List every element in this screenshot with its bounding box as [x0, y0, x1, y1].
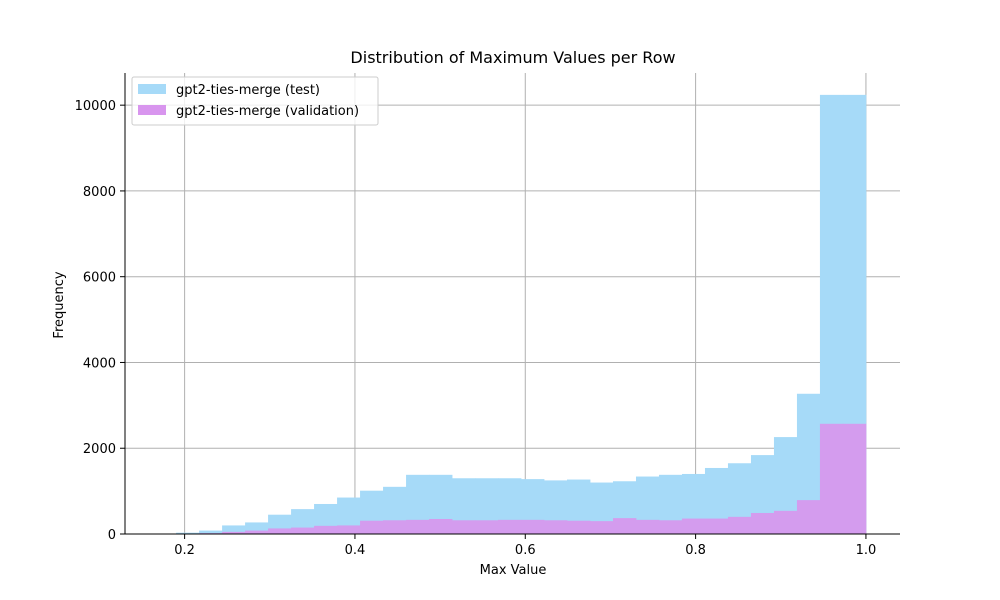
- histogram-bar: [337, 525, 361, 534]
- histogram-bar: [360, 520, 384, 534]
- histogram-bar: [406, 474, 430, 534]
- y-tick-label: 6000: [83, 271, 116, 286]
- histogram-bar: [222, 531, 246, 534]
- histogram-bar: [590, 521, 614, 534]
- x-tick-label: 0.6: [515, 543, 536, 558]
- histogram-bar: [383, 520, 407, 534]
- histogram-bar: [704, 467, 729, 534]
- x-tick-label: 0.2: [174, 543, 195, 558]
- histogram-bar: [635, 476, 660, 534]
- histogram-bar: [429, 518, 453, 534]
- y-tick-label: 4000: [83, 356, 116, 371]
- histogram-bar: [658, 520, 683, 534]
- legend-swatch-validation: [138, 105, 166, 115]
- histogram-bar: [773, 510, 798, 534]
- legend: gpt2-ties-merge (test) gpt2-ties-merge (…: [131, 76, 379, 126]
- x-axis-title: Max Value: [480, 563, 547, 578]
- y-axis-title: Frequency: [52, 271, 67, 338]
- histogram-bar: [750, 512, 775, 534]
- histogram-bar: [475, 520, 499, 534]
- histogram-bar: [245, 530, 269, 534]
- series-validation-bars: [176, 423, 867, 534]
- histogram-bar: [337, 497, 361, 534]
- histogram-bar: [773, 437, 798, 534]
- histogram-bar: [796, 393, 821, 534]
- legend-label-validation: gpt2-ties-merge (validation): [176, 104, 359, 119]
- axes: [124, 73, 900, 535]
- histogram-bar: [544, 520, 568, 534]
- histogram-bar: [176, 532, 200, 534]
- x-tick-label: 1.0: [856, 543, 877, 558]
- legend-swatch-test: [138, 84, 166, 94]
- histogram-bar: [452, 520, 476, 534]
- histogram-bar: [291, 527, 315, 534]
- histogram-bar: [842, 423, 867, 534]
- legend-label-test: gpt2-ties-merge (test): [176, 83, 320, 98]
- histogram-bar: [268, 528, 292, 534]
- histogram-bar: [245, 522, 269, 534]
- histogram-bar: [681, 518, 706, 534]
- histogram-bar: [406, 519, 430, 534]
- chart-title: Distribution of Maximum Values per Row: [350, 48, 675, 67]
- legend-box: [131, 76, 379, 126]
- histogram-bar: [612, 518, 637, 534]
- histogram-bar: [796, 500, 821, 534]
- y-tick-label: 0: [108, 528, 116, 543]
- y-tick-label: 8000: [83, 185, 116, 200]
- histogram-bar: [727, 516, 752, 534]
- histogram-bar: [199, 530, 223, 534]
- x-tick-label: 0.8: [685, 543, 706, 558]
- histogram-bar: [704, 518, 729, 534]
- histogram-bar: [452, 478, 476, 534]
- x-axis-ticks: 0.2 0.4 0.6 0.8 1.0: [174, 534, 876, 558]
- histogram-bar: [567, 520, 591, 534]
- y-tick-label: 2000: [83, 442, 116, 457]
- histogram-bar: [635, 519, 660, 534]
- y-axis-ticks: 0 2000 4000 6000 8000 10000: [75, 99, 125, 543]
- histogram-bar: [222, 525, 246, 534]
- x-tick-label: 0.4: [345, 543, 366, 558]
- histogram-bar: [475, 478, 499, 534]
- histogram-bar: [498, 519, 522, 534]
- series-test-bars: [176, 94, 867, 534]
- histogram-bar: [658, 474, 683, 534]
- histogram-bar: [521, 519, 545, 534]
- y-tick-label: 10000: [75, 99, 116, 114]
- histogram-bar: [727, 463, 752, 534]
- histogram-bar: [567, 479, 591, 534]
- histogram-bar: [819, 423, 844, 534]
- histogram-bar: [314, 525, 338, 534]
